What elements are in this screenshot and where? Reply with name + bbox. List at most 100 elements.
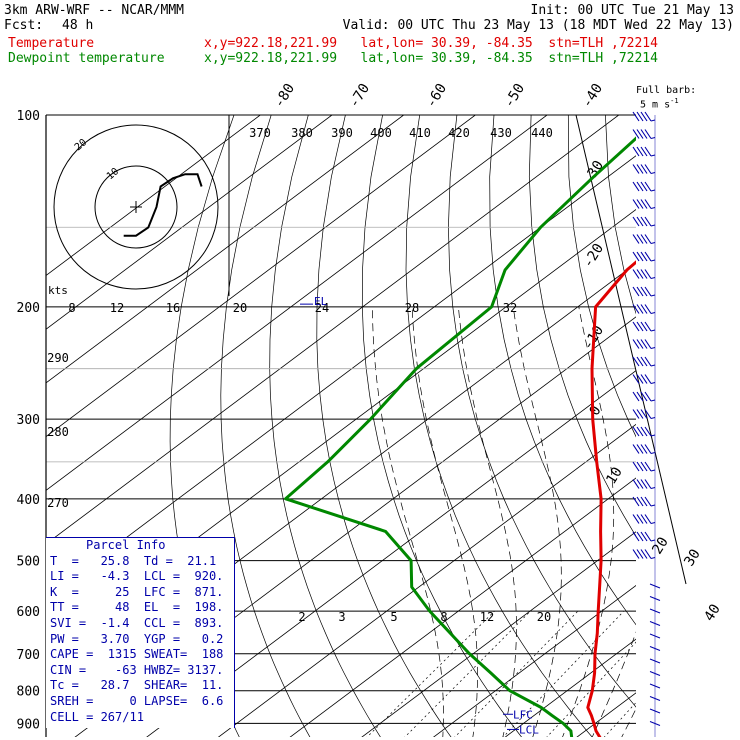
barb-key-unit: 5 m s: [640, 99, 671, 111]
wind-barb-flag: [640, 234, 648, 244]
wind-barb-flag: [640, 339, 648, 349]
valid-time: Valid: 00 UTC Thu 23 May 13 (18 MDT Wed …: [342, 18, 734, 33]
parcel-info-row: CAPE = 1315 SWEAT= 188: [50, 647, 224, 662]
parcel-info-rows: T = 25.8 Td = 21.1 LI = -4.3 LCL = 920. K …: [46, 554, 234, 726]
theta-label: 370: [249, 126, 271, 140]
wind-barb-flag: [636, 234, 644, 244]
wind-barb-flag: [636, 479, 644, 489]
wind-barb-flag: [644, 391, 652, 402]
theta-label: 270: [47, 496, 69, 510]
hodograph-trace: [123, 173, 203, 237]
wind-barb-flag: [644, 129, 652, 139]
wind-barb-flag: [640, 146, 648, 157]
wind-barb: [650, 347, 656, 349]
wind-barb-flag: [640, 269, 648, 279]
theta-label: 430: [490, 126, 512, 140]
mixing-ratio-line: [603, 702, 636, 737]
wind-barb-flag: [644, 181, 652, 192]
wind-barb-flag: [632, 111, 640, 122]
wind-barb: [650, 469, 656, 472]
wind-barb-flag: [636, 444, 644, 454]
isotherm-label: 20: [649, 534, 672, 557]
hodograph-ring-inner: [94, 165, 178, 249]
wind-barb-flag: [644, 251, 652, 262]
wind-barb-flag: [632, 444, 640, 454]
wind-barb-flag: [644, 496, 652, 507]
wind-barb: [650, 277, 656, 279]
legend-temperature: Temperature: [8, 36, 95, 51]
lcl-label: LCL: [519, 723, 539, 736]
wind-barb: [650, 172, 656, 174]
isotherm: [46, 115, 620, 545]
wind-barb-flag: [636, 531, 644, 542]
wind-barb: [649, 583, 661, 589]
wind-barb-flag: [636, 321, 644, 332]
wind-barb: [650, 119, 656, 122]
init-time: Init: 00 UTC Tue 21 May 13: [530, 3, 735, 18]
pressure-tick-label: 600: [17, 605, 40, 620]
moist-adiabat: [512, 306, 562, 737]
isotherm: [433, 584, 636, 737]
isotherm-label: 30: [681, 546, 704, 569]
wind-barb: [650, 434, 656, 437]
wind-barb-flag: [644, 216, 652, 227]
isotherm-label: -30: [580, 158, 607, 188]
barb-key-exponent: -1: [670, 97, 679, 105]
wind-barb-flag: [636, 251, 644, 262]
wind-barb-flag: [644, 461, 652, 472]
wind-barb-flag: [632, 496, 640, 507]
wind-barb-flag: [644, 164, 652, 174]
wind-barb: [650, 364, 656, 367]
moist-adiabat: [642, 307, 740, 740]
isotherm: [504, 638, 636, 737]
wind-barb-flag: [640, 181, 648, 192]
parcel-info-row: K = 25 LFC = 871.: [50, 584, 224, 599]
barb-key: Full barb: 5 m s-1: [636, 86, 696, 110]
isotherm: [576, 692, 636, 737]
wind-barb: [650, 539, 656, 542]
wind-barb-flag: [644, 199, 652, 209]
mixing-ratio-label: 3: [338, 610, 345, 624]
wind-barb-flag: [632, 269, 640, 279]
wind-barb-flag: [644, 479, 652, 489]
wind-barb-flag: [632, 199, 640, 209]
model-title: 3km ARW-WRF -- NCAR/MMM: [4, 3, 185, 18]
mixing-ratio-line: [404, 610, 531, 737]
kts-label: kts: [48, 284, 68, 297]
wind-barb: [650, 224, 656, 227]
wind-barb-flag: [636, 146, 644, 157]
right-boundary: [575, 114, 687, 585]
wind-barb-flag: [644, 514, 652, 524]
pressure-tick-label: 100: [17, 109, 40, 124]
wind-barb: [650, 487, 656, 489]
wind-barb-flag: [632, 409, 640, 419]
wind-barb-flag: [636, 111, 644, 122]
parcel-info-row: SREH = 0 LAPSE= 6.6: [50, 693, 224, 708]
wind-barb-flag: [640, 356, 648, 367]
wind-barb-flag: [640, 496, 648, 507]
hodograph-ring-label: 20: [73, 137, 89, 153]
dry-adiabat: [567, 115, 636, 438]
wind-barb-flag: [636, 391, 644, 402]
wind-barb-flag: [632, 339, 640, 349]
wind-barb-flag: [640, 444, 648, 454]
wind-barb-flag: [640, 321, 648, 332]
isotherm-label: -50: [501, 81, 528, 111]
temperature-line: [586, 260, 636, 737]
isotherm: [46, 115, 261, 276]
mixing-ratio-line: [366, 610, 495, 737]
pressure-tick-label: 400: [17, 493, 40, 508]
moist-adiabat: [411, 306, 478, 737]
isotherm: [700, 115, 740, 740]
wind-barb-flag: [644, 531, 652, 542]
wind-barb: [649, 683, 661, 689]
wind-barb-flag: [632, 304, 640, 314]
forecast-hour: 48 h: [62, 18, 94, 33]
wind-barb: [650, 242, 656, 244]
wind-barb: [650, 382, 656, 384]
wind-barb-flag: [644, 111, 652, 122]
wind-barb: [649, 621, 661, 626]
isotherm-label: -40: [579, 81, 606, 111]
theta-label: 410: [409, 126, 431, 140]
dry-adiabat: [316, 115, 452, 737]
